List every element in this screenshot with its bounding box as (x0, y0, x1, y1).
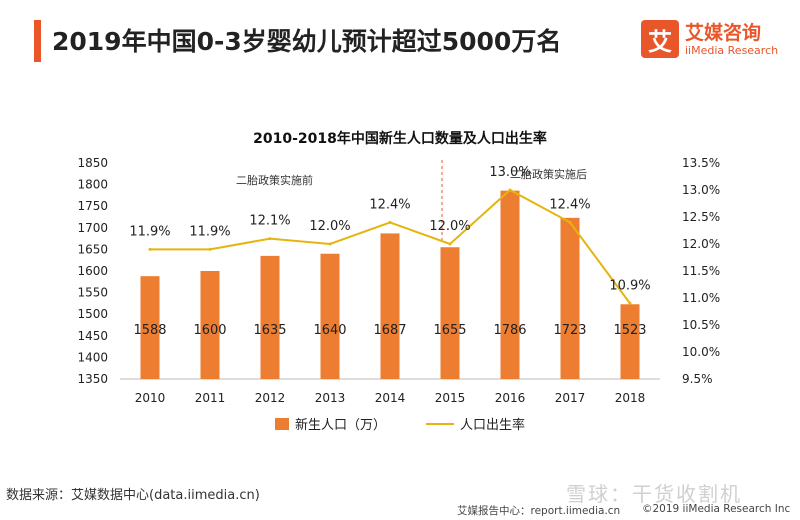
line-point (508, 188, 512, 192)
y-right-tick-label: 9.5% (682, 372, 713, 386)
chart-title: 2010-2018年中国新生人口数量及人口出生率 (253, 131, 547, 147)
bar-data-label: 1588 (133, 323, 166, 338)
bar (440, 247, 460, 379)
bar (620, 304, 640, 379)
line-data-label: 11.9% (129, 224, 170, 239)
chart-legend: 新生人口（万） 人口出生率 (0, 414, 800, 433)
x-tick-label: 2016 (495, 391, 526, 405)
bar-data-label: 1640 (313, 323, 346, 338)
y-left-tick-label: 1650 (77, 242, 108, 256)
y-left-tick-label: 1500 (77, 307, 108, 321)
bar-data-label: 1655 (433, 323, 466, 338)
y-left-tick-label: 1550 (77, 286, 108, 300)
bar (500, 190, 520, 379)
line-data-label: 12.4% (549, 197, 590, 212)
y-right-tick-label: 12.5% (682, 210, 720, 224)
footer-copyright: ©2019 iiMedia Research Inc (642, 503, 791, 515)
line-data-label: 13.0% (489, 165, 530, 180)
line-data-label: 10.9% (609, 278, 650, 293)
y-right-tick-label: 13.0% (682, 183, 720, 197)
x-tick-label: 2010 (135, 391, 166, 405)
y-left-tick-label: 1600 (77, 264, 108, 278)
bar (560, 217, 580, 379)
x-tick-label: 2013 (315, 391, 346, 405)
line-data-label: 12.0% (429, 219, 470, 234)
y-left-tick-label: 1750 (77, 199, 108, 213)
bar-data-label: 1523 (613, 323, 646, 338)
y-right-tick-label: 12.0% (682, 237, 720, 251)
bar (200, 271, 220, 379)
line-point (328, 242, 332, 246)
line-data-label: 11.9% (189, 224, 230, 239)
y-left-tick-label: 1800 (77, 178, 108, 192)
logo-english-name: iiMedia Research (685, 44, 779, 57)
bar (260, 255, 280, 379)
legend-bar-swatch (274, 417, 289, 430)
y-left-tick-label: 1350 (77, 372, 108, 386)
legend-item-birth-rate: 人口出生率 (426, 414, 525, 433)
title-accent-bar (34, 20, 41, 62)
line-point (208, 247, 212, 251)
bar-data-label: 1600 (193, 323, 226, 338)
y-left-tick-label: 1700 (77, 221, 108, 235)
x-tick-label: 2018 (615, 391, 646, 405)
bar (140, 276, 160, 379)
data-source: 数据来源：艾媒数据中心(data.iimedia.cn) (6, 488, 260, 503)
y-left-tick-label: 1400 (77, 350, 108, 364)
y-left-tick-label: 1850 (77, 156, 108, 170)
y-right-tick-label: 11.5% (682, 264, 720, 278)
logo-chinese-name: 艾媒咨询 (685, 22, 762, 44)
legend-label-birth-rate: 人口出生率 (460, 418, 526, 433)
line-point (568, 220, 572, 224)
line-data-label: 12.1% (249, 214, 290, 229)
bar-data-label: 1687 (373, 323, 406, 338)
x-tick-label: 2014 (375, 391, 406, 405)
line-point (388, 220, 392, 224)
x-tick-label: 2017 (555, 391, 586, 405)
line-data-label: 12.4% (369, 197, 410, 212)
y-right-tick-label: 13.5% (682, 156, 720, 170)
y-left-tick-label: 1450 (77, 329, 108, 343)
bar (380, 233, 400, 379)
line-point (268, 237, 272, 241)
line-point (448, 242, 452, 246)
line-data-label: 12.0% (309, 219, 350, 234)
y-right-tick-label: 11.0% (682, 291, 720, 305)
page-title: 2019年中国0-3岁婴幼儿预计超过5000万名 (52, 27, 562, 56)
line-point (628, 301, 632, 305)
y-right-tick-label: 10.5% (682, 318, 720, 332)
annotation-before-policy: 二胎政策实施前 (236, 173, 313, 187)
bar-data-label: 1635 (253, 323, 286, 338)
y-right-tick-label: 10.0% (682, 345, 720, 359)
bar-data-label: 1723 (553, 323, 586, 338)
annotation-after-policy: 二胎政策实施后 (510, 167, 587, 181)
x-tick-label: 2015 (435, 391, 466, 405)
legend-line-swatch (426, 422, 454, 425)
line-point (148, 247, 152, 251)
logo-mark-icon: 艾 (641, 20, 679, 58)
brand-logo: 艾 艾媒咨询 iiMedia Research (641, 18, 786, 62)
bar-data-label: 1786 (493, 323, 526, 338)
watermark: 雪球：干货收割机 (566, 482, 742, 506)
footer-report-link[interactable]: 艾媒报告中心：report.iimedia.cn (457, 505, 621, 517)
legend-label-births: 新生人口（万） (294, 418, 386, 433)
legend-item-births: 新生人口（万） (274, 414, 386, 433)
x-tick-label: 2011 (195, 391, 226, 405)
bar (320, 253, 340, 379)
x-tick-label: 2012 (255, 391, 286, 405)
